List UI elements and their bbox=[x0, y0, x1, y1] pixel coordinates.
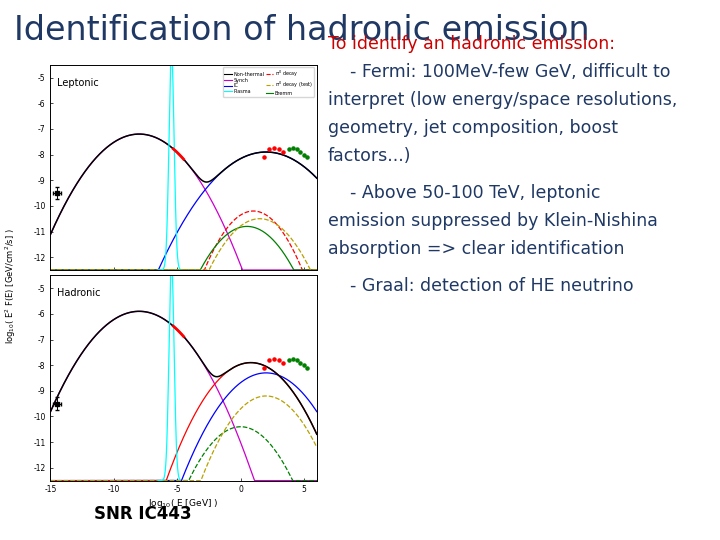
Point bbox=[301, 363, 312, 372]
Text: absorption => clear identification: absorption => clear identification bbox=[328, 240, 624, 258]
Point bbox=[276, 147, 288, 157]
Text: Hadronic: Hadronic bbox=[57, 288, 100, 298]
Text: - Above 50-100 TeV, leptonic: - Above 50-100 TeV, leptonic bbox=[328, 184, 600, 202]
Text: geometry, jet composition, boost: geometry, jet composition, boost bbox=[328, 119, 618, 137]
Point bbox=[291, 356, 302, 364]
Text: Leptonic: Leptonic bbox=[57, 78, 99, 87]
Point bbox=[258, 363, 269, 372]
Point bbox=[287, 354, 299, 363]
Point bbox=[291, 145, 302, 154]
Point bbox=[294, 359, 306, 367]
Text: - Fermi: 100MeV-few GeV, difficult to: - Fermi: 100MeV-few GeV, difficult to bbox=[328, 63, 670, 81]
X-axis label: log$_{10}$( E [GeV] ): log$_{10}$( E [GeV] ) bbox=[148, 497, 219, 510]
Point bbox=[268, 144, 279, 152]
Point bbox=[268, 354, 279, 363]
Text: - Graal: detection of HE neutrino: - Graal: detection of HE neutrino bbox=[328, 276, 633, 295]
Point bbox=[263, 356, 274, 364]
Text: emission suppressed by Klein-Nishina: emission suppressed by Klein-Nishina bbox=[328, 212, 657, 230]
Text: factors...): factors...) bbox=[328, 147, 411, 165]
Text: SNR IC443: SNR IC443 bbox=[94, 505, 192, 523]
Text: interpret (low energy/space resolutions,: interpret (low energy/space resolutions, bbox=[328, 91, 677, 109]
Point bbox=[263, 145, 274, 154]
Point bbox=[283, 145, 294, 154]
Point bbox=[273, 356, 284, 364]
Text: Identification of hadronic emission: Identification of hadronic emission bbox=[14, 14, 590, 46]
Point bbox=[294, 147, 306, 157]
Point bbox=[287, 144, 299, 152]
Point bbox=[276, 359, 288, 367]
Point bbox=[301, 153, 312, 161]
Point bbox=[283, 356, 294, 364]
Point bbox=[298, 150, 310, 159]
Text: log$_{10}$( E$^2$ F(E) [GeV/cm$^2$/s] ): log$_{10}$( E$^2$ F(E) [GeV/cm$^2$/s] ) bbox=[4, 228, 18, 344]
Point bbox=[258, 153, 269, 161]
Point bbox=[273, 145, 284, 154]
Text: To identify an hadronic emission:: To identify an hadronic emission: bbox=[328, 35, 615, 53]
Legend: Non-thermal, Synch, IC, Plasma, $\pi^0$ decay, $\pi^0$ decay (test), Bremm: Non-thermal, Synch, IC, Plasma, $\pi^0$ … bbox=[223, 68, 315, 97]
Point bbox=[298, 361, 310, 369]
